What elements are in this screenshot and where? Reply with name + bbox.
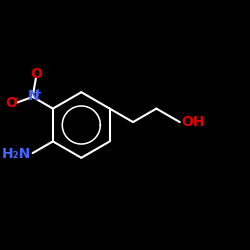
Text: O: O <box>30 67 42 81</box>
Text: OH: OH <box>181 115 204 129</box>
Text: −: − <box>9 94 19 104</box>
Text: O: O <box>5 96 17 110</box>
Text: +: + <box>34 88 42 98</box>
Text: N: N <box>28 89 40 103</box>
Text: H₂N: H₂N <box>2 147 32 161</box>
